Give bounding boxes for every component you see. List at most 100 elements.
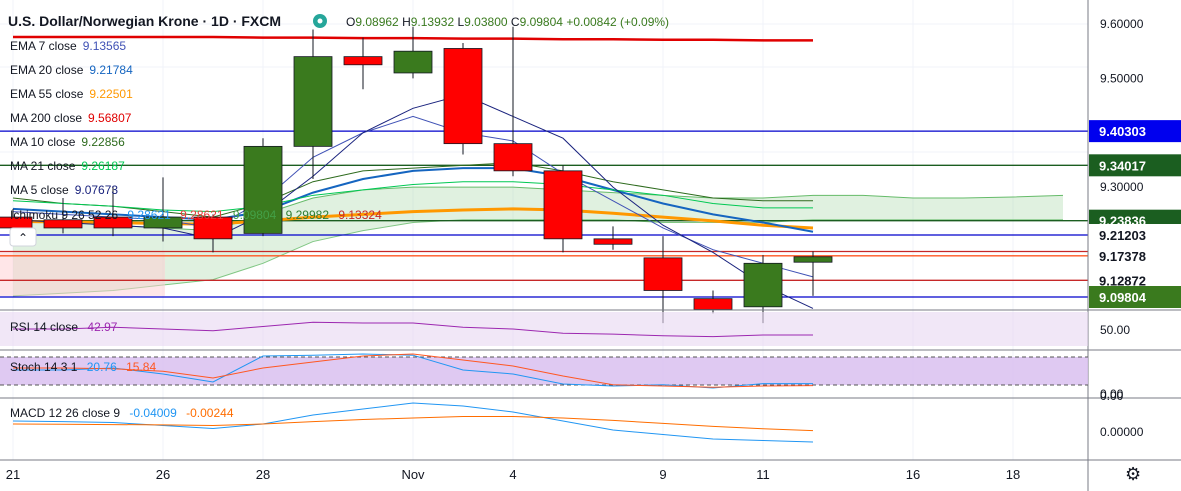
close-label: C [511, 15, 520, 29]
macd-legend[interactable]: MACD 12 26 close 9 -0.04009 -0.00244 [10, 406, 234, 420]
stoch-label: Stoch 14 3 1 [10, 360, 78, 374]
macd-pane [12, 402, 814, 443]
low-value: 9.03800 [464, 15, 508, 29]
time-axis[interactable]: 21 26 28 Nov 4 9 11 16 18 [6, 467, 1020, 482]
ichimoku-v1: 9.28621 [127, 208, 171, 222]
indicator-legend-item[interactable]: MA 21 close 9.26187 [10, 159, 125, 173]
indicator-value: 9.13565 [83, 39, 127, 53]
price-label-box [1089, 269, 1181, 292]
macd-value: -0.04009 [129, 406, 177, 420]
rsi-tick-label: 50.00 [1100, 323, 1130, 337]
ichimoku-v3: 9.09804 [233, 208, 277, 222]
indicator-label: EMA 55 close [10, 87, 84, 101]
rsi-band [0, 312, 1088, 346]
price-label-box [1089, 224, 1181, 247]
candle-body [243, 145, 283, 234]
collapse-legend-button[interactable] [9, 227, 37, 247]
ma10-line [12, 162, 813, 218]
time-tick-label: 28 [256, 467, 270, 482]
candle-body [543, 170, 583, 240]
ichimoku-span-b [12, 219, 1063, 297]
ichimoku-v4: 9.29982 [286, 208, 330, 222]
candle-body [143, 216, 183, 229]
time-tick-label: 18 [1006, 467, 1020, 482]
indicator-label: MA 21 close [10, 159, 76, 173]
price-label-box [1089, 286, 1181, 308]
candle-body [393, 50, 433, 74]
close-value: 9.09804 [520, 15, 564, 29]
indicator-label: EMA 7 close [10, 39, 77, 53]
indicator-legend-item[interactable]: MA 200 close 9.56807 [10, 111, 132, 125]
price-label-box [1089, 154, 1181, 177]
ichimoku-bear-area [0, 252, 165, 296]
indicator-value: 9.21784 [89, 63, 133, 77]
indicator-legend-item[interactable]: EMA 20 close 9.21784 [10, 63, 133, 77]
price-tick-label: 9.30000 [1100, 180, 1144, 194]
indicator-legend-item[interactable]: MA 5 close 9.07673 [10, 183, 118, 197]
rsi-line [13, 321, 813, 338]
plot-background [0, 0, 1088, 491]
symbol-title: U.S. Dollar/Norwegian Krone · 1D · FXCM [8, 13, 281, 29]
indicator-legend-item[interactable]: EMA 55 close 9.22501 [10, 87, 133, 101]
candle-body [793, 256, 833, 263]
time-tick-label: 9 [659, 467, 666, 482]
price-label-box [1089, 244, 1181, 267]
ichimoku-span-a [12, 186, 1064, 232]
time-tick-label: 21 [6, 467, 20, 482]
macd-signal-value: -0.00244 [186, 406, 234, 420]
stoch-d-line [13, 353, 814, 388]
stoch-pane [13, 353, 814, 389]
price-label-text: 9.34017 [1099, 158, 1146, 173]
time-tick-label: Nov [401, 467, 425, 482]
candle-body [193, 216, 233, 240]
ohlc-readout: O9.08962 H9.13932 L9.03800 C9.09804 +0.0… [346, 15, 669, 29]
ema20-line [12, 167, 814, 233]
indicator-legend-item[interactable]: EMA 7 close 9.13565 [10, 39, 126, 53]
stoch-tick-label: 0.00 [1100, 387, 1124, 401]
time-tick-label: 11 [756, 467, 770, 482]
candle-body [93, 216, 133, 229]
time-tick-label: 16 [906, 467, 920, 482]
candle-body [493, 143, 533, 172]
price-label-text: 9.12872 [1099, 273, 1146, 288]
open-label: O [346, 15, 355, 29]
ichimoku-v5: 9.13324 [338, 208, 382, 222]
open-value: 9.08962 [355, 15, 399, 29]
price-label-text: 9.09804 [1099, 290, 1147, 305]
stoch-k-line [13, 353, 813, 389]
indicator-value: 9.07673 [75, 183, 119, 197]
rsi-label: RSI 14 close [10, 320, 78, 334]
ichimoku-v2: 9.28621 [180, 208, 224, 222]
time-tick-label: 26 [156, 467, 170, 482]
high-label: H [402, 15, 411, 29]
ichimoku-legend[interactable]: Ichimoku 9 26 52 26 9.28621 9.28621 9.09… [10, 208, 382, 222]
ma21-line [12, 181, 813, 213]
time-tick-label: 4 [509, 467, 516, 482]
low-label: L [457, 15, 464, 29]
price-label-text: 9.17378 [1099, 249, 1146, 264]
candle-body [693, 298, 733, 310]
ichimoku-label: Ichimoku 9 26 52 26 [10, 208, 118, 222]
indicator-value: 9.56807 [88, 111, 132, 125]
gear-icon[interactable]: ⚙ [1125, 464, 1141, 484]
indicator-legend-item[interactable]: MA 10 close 9.22856 [10, 135, 125, 149]
candle-body [593, 238, 633, 245]
price-label-text: 9.40303 [1099, 124, 1146, 139]
macd-signal-line [12, 416, 814, 432]
rsi-legend[interactable]: RSI 14 close 42.97 [10, 320, 118, 334]
candle-body [343, 56, 383, 66]
change-value: +0.00842 (+0.09%) [566, 15, 669, 29]
price-axis[interactable]: 9.600009.500009.300009.403039.340179.238… [1089, 17, 1181, 439]
market-status-dot-icon [317, 18, 323, 24]
indicator-label: MA 10 close [10, 135, 76, 149]
candles [0, 26, 833, 324]
price-tick-label: 9.60000 [1100, 17, 1144, 31]
price-label-box [1089, 120, 1181, 143]
macd-tick-label: 0.00 [1100, 389, 1124, 403]
stoch-legend[interactable]: Stoch 14 3 1 20.76 15.84 [10, 360, 156, 374]
indicator-legend[interactable]: EMA 7 close 9.13565 EMA 20 close 9.21784 EMA… [10, 39, 133, 197]
candle-body [743, 262, 783, 308]
candle-body [293, 56, 333, 147]
